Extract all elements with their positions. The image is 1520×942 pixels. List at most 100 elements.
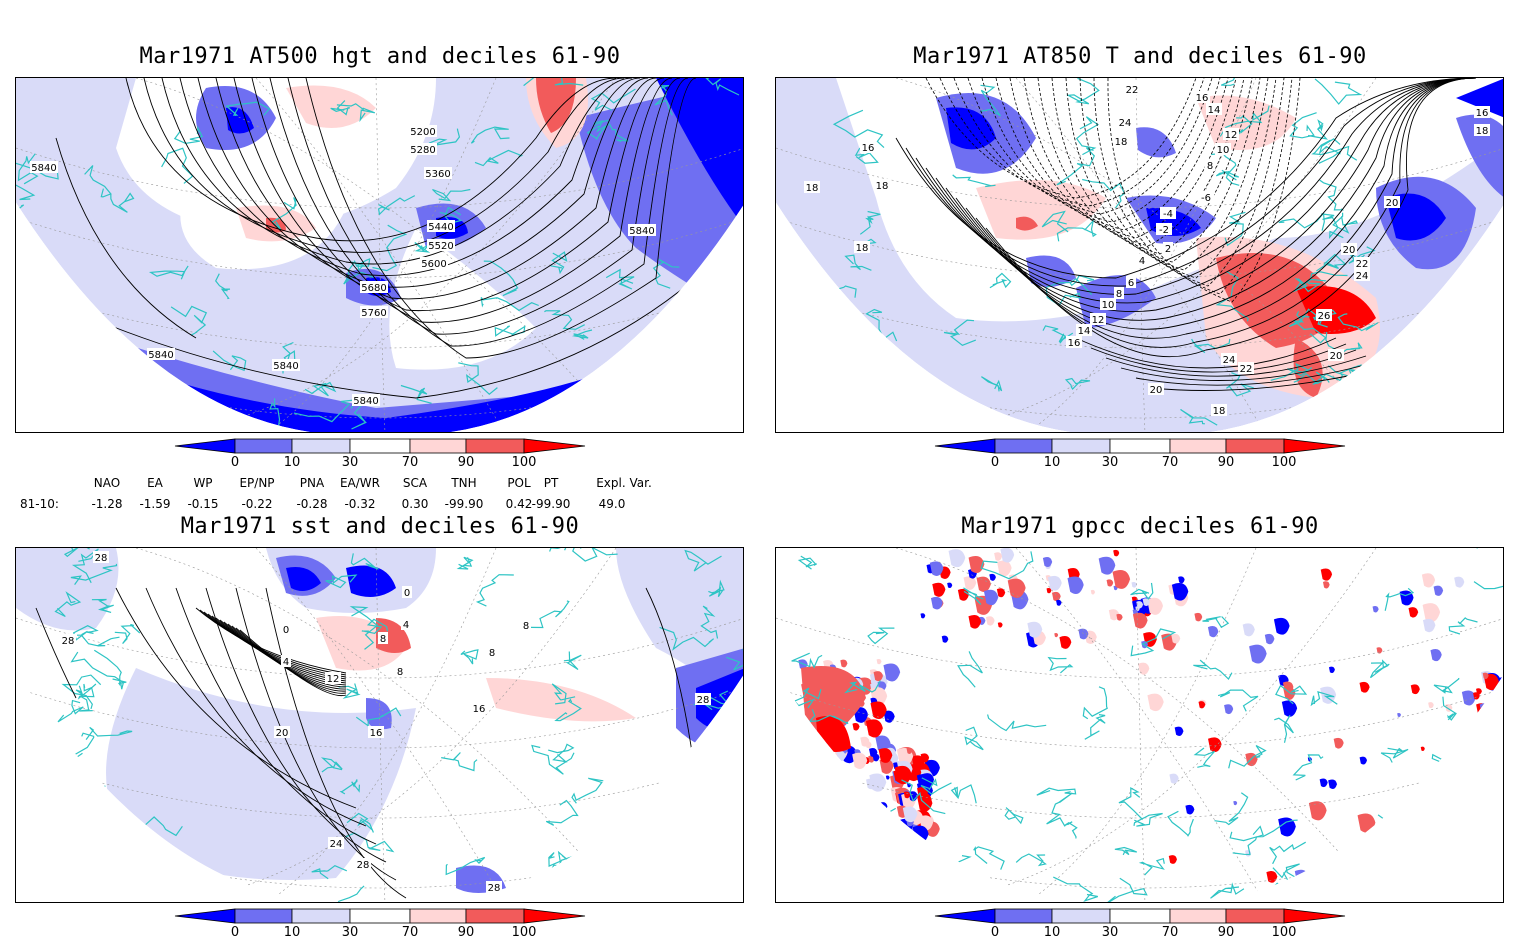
- decile-region: [1372, 605, 1379, 613]
- decile-region: [1168, 855, 1177, 864]
- colorbar-tick-label: 70: [1161, 925, 1179, 940]
- decile-region: [976, 576, 991, 593]
- contour-label: 0: [402, 586, 412, 599]
- svg-text:0: 0: [283, 625, 289, 636]
- contour-label: 4: [1137, 254, 1147, 267]
- coastline: [865, 308, 898, 342]
- colorbar-tick-label: 0: [230, 925, 240, 940]
- decile-region: [878, 748, 893, 763]
- coastline: [441, 752, 478, 772]
- coastline: [225, 101, 271, 116]
- svg-text:24: 24: [1119, 118, 1132, 129]
- contour-line: [1105, 349, 1357, 377]
- decile-region: [536, 78, 576, 133]
- coastline: [551, 683, 576, 705]
- contour-label: 14: [1076, 324, 1092, 337]
- colorbar-tick-label: 10: [283, 925, 301, 940]
- contour-line-dashed: [925, 78, 1197, 199]
- decile-region: [873, 671, 883, 682]
- colorbar-tick-label: 30: [341, 925, 359, 940]
- contour-line: [265, 587, 407, 899]
- coastline: [1075, 116, 1100, 156]
- contour-line: [125, 78, 617, 242]
- svg-text:28: 28: [488, 883, 501, 894]
- coastline: [400, 384, 432, 404]
- coastline: [336, 103, 376, 123]
- svg-text:5760: 5760: [361, 308, 386, 319]
- index-header: SCA: [402, 476, 428, 490]
- contour-label: 22: [1238, 362, 1254, 375]
- decile-region: [1461, 690, 1476, 706]
- decile-region: [997, 622, 1003, 628]
- coastline: [57, 699, 84, 723]
- svg-text:22: 22: [1356, 259, 1369, 270]
- colorbar-swatch: [1225, 908, 1285, 924]
- coastline: [981, 376, 1003, 392]
- svg-text:20: 20: [1150, 385, 1163, 396]
- svg-text:-6: -6: [1201, 193, 1211, 204]
- graticule-line: [255, 548, 506, 902]
- coastline: [1232, 825, 1264, 856]
- decile-region: [946, 107, 996, 150]
- svg-text:6: 6: [1128, 278, 1134, 289]
- decile-region: [1169, 773, 1179, 784]
- contour-label: 8: [487, 646, 497, 659]
- decile-region: [983, 589, 999, 606]
- decile-region: [1090, 589, 1095, 595]
- graticule-line: [16, 287, 743, 349]
- coastline: [91, 598, 114, 613]
- contour-label: 12: [1090, 313, 1106, 326]
- coastline: [1202, 616, 1230, 629]
- coastline: [475, 574, 514, 607]
- decile-region: [1410, 684, 1420, 695]
- coastline: [349, 606, 379, 650]
- coastline: [1180, 408, 1218, 426]
- coastline: [330, 100, 350, 116]
- colorbar-swatch: [1169, 908, 1227, 924]
- svg-text:12: 12: [1225, 130, 1238, 141]
- decile-region: [1131, 581, 1137, 588]
- decile-region: [1328, 779, 1337, 790]
- coastline: [554, 698, 582, 722]
- colorbar-tick-label: 30: [1101, 455, 1119, 470]
- index-header: POL: [507, 476, 531, 490]
- graticule-line: [16, 357, 743, 419]
- decile-region: [1454, 576, 1465, 588]
- coastline: [1292, 277, 1322, 293]
- colorbar-swatch: [1225, 438, 1285, 454]
- svg-text:28: 28: [357, 860, 370, 871]
- svg-text:5840: 5840: [629, 226, 654, 237]
- coastline: [901, 779, 946, 815]
- contour-line: [975, 78, 1477, 348]
- contour-line: [1075, 337, 1337, 369]
- colorbar-tick-label: 100: [1271, 455, 1297, 470]
- coastline: [952, 174, 996, 188]
- svg-text:16: 16: [862, 143, 875, 154]
- svg-text:12: 12: [1092, 315, 1105, 326]
- decile-region: [868, 755, 875, 763]
- graticule-line: [776, 617, 1503, 679]
- coastline: [61, 674, 102, 710]
- decile-region: [894, 765, 912, 785]
- contour-label: 8: [1205, 159, 1215, 172]
- svg-text:22: 22: [1240, 364, 1253, 375]
- decile-region: [226, 107, 254, 134]
- decile-region: [1108, 609, 1120, 621]
- svg-text:16: 16: [1068, 338, 1081, 349]
- index-value: -99.90: [531, 497, 571, 511]
- coastline: [964, 726, 984, 751]
- svg-text:28: 28: [697, 695, 710, 706]
- coastline: [1311, 139, 1358, 161]
- decile-region: [106, 668, 416, 880]
- decile-region: [968, 614, 982, 629]
- index-value: -0.22: [241, 497, 273, 511]
- contour-line: [199, 609, 347, 676]
- index-header: EA/WR: [339, 476, 381, 490]
- coastline: [17, 153, 39, 185]
- svg-text:5840: 5840: [31, 163, 56, 174]
- colorbar-swatch: [234, 438, 293, 454]
- contour-line: [215, 78, 657, 300]
- colorbar-swatch: [291, 908, 351, 924]
- coastline: [1210, 882, 1245, 899]
- svg-text:14: 14: [1208, 105, 1221, 116]
